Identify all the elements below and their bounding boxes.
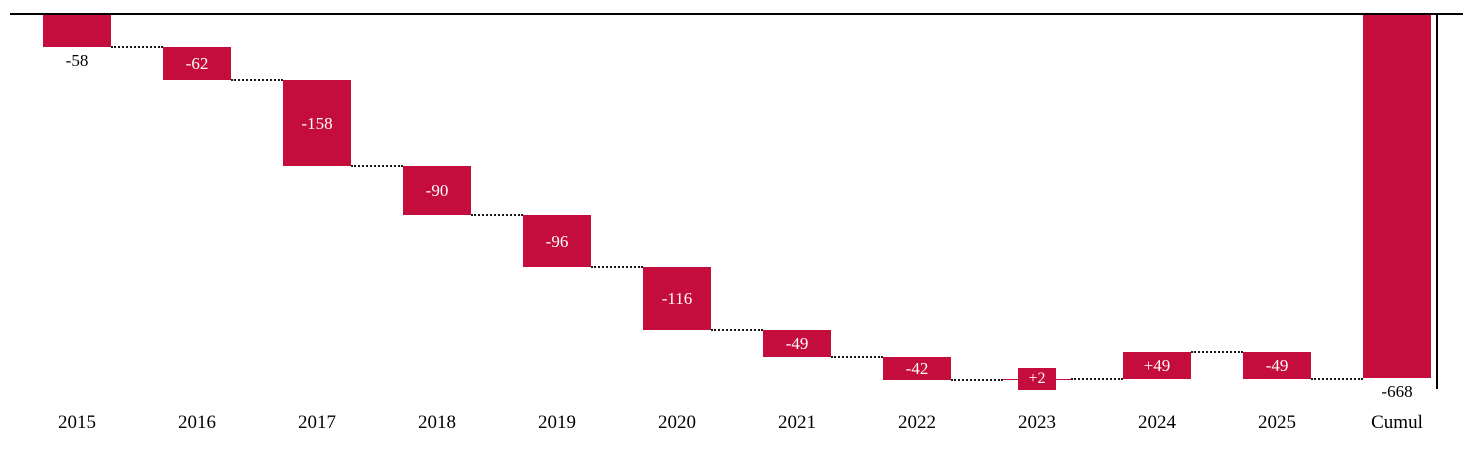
x-tick-2015: 2015	[58, 412, 96, 433]
x-tick-Cumul: Cumul	[1371, 412, 1423, 433]
bar-2019	[523, 214, 591, 268]
bar-2015	[43, 15, 111, 47]
bar-2020	[643, 267, 711, 331]
bar-2024	[1123, 351, 1191, 379]
bar-label-2020: -116	[661, 289, 693, 309]
bar-label-Cumul: -668	[1381, 382, 1413, 401]
x-tick-2024: 2024	[1138, 412, 1176, 433]
bar-label-2017: -158	[301, 113, 333, 133]
bar-2022	[883, 356, 951, 380]
connector-2020-to-2021	[711, 329, 763, 332]
bar-label-2024: +49	[1143, 355, 1171, 375]
connector-2025-to-Cumul	[1311, 377, 1363, 380]
bar-2016	[163, 46, 231, 81]
bar-label-2022: -42	[905, 358, 929, 378]
bar-label-2021: -49	[785, 333, 809, 353]
bar-label-2023: +2	[1018, 368, 1056, 391]
x-tick-2017: 2017	[298, 412, 336, 433]
bar-label-2019: -96	[545, 231, 569, 251]
x-tick-2018: 2018	[418, 412, 456, 433]
x-tick-2019: 2019	[538, 412, 576, 433]
bar-label-2018: -90	[425, 181, 449, 201]
bar-label-2025: -49	[1265, 355, 1289, 375]
connector-2023-to-2024	[1071, 377, 1123, 380]
bar-2025	[1243, 351, 1311, 379]
bar-2021	[763, 330, 831, 357]
x-tick-2020: 2020	[658, 412, 696, 433]
bar-2017	[283, 80, 351, 167]
connector-2019-to-2020	[591, 266, 643, 269]
connector-2022-to-2023	[951, 378, 1003, 381]
connector-2017-to-2018	[351, 165, 403, 168]
x-tick-2016: 2016	[178, 412, 216, 433]
bar-label-2015: -58	[65, 50, 89, 70]
connector-2021-to-2022	[831, 355, 883, 358]
bar-2018	[403, 166, 471, 215]
x-tick-2025: 2025	[1258, 412, 1296, 433]
x-tick-2023: 2023	[1018, 412, 1056, 433]
connector-2024-to-2025	[1191, 350, 1243, 353]
connector-2015-to-2016	[111, 45, 163, 48]
connector-2016-to-2017	[231, 79, 283, 82]
connector-2018-to-2019	[471, 213, 523, 216]
x-tick-2022: 2022	[898, 412, 936, 433]
right-axis-line	[1436, 13, 1438, 389]
bar-Cumul	[1363, 15, 1431, 378]
bar-label-2016: -62	[185, 53, 209, 73]
zero-baseline-line	[10, 13, 1463, 15]
x-tick-2021: 2021	[778, 412, 816, 433]
